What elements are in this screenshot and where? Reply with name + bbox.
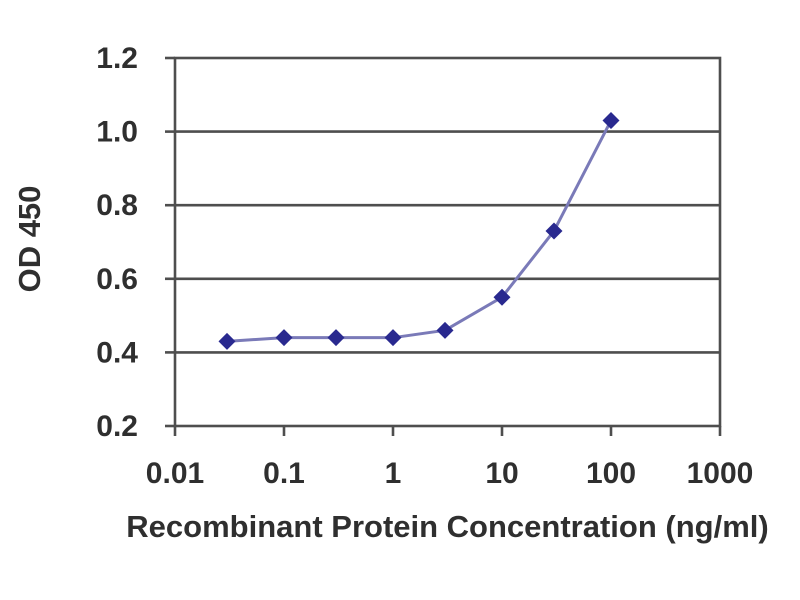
y-tick-label: 0.4 xyxy=(96,336,138,369)
x-tick-label: 1000 xyxy=(687,457,754,490)
y-tick-label: 1.0 xyxy=(96,116,138,149)
x-tick-label: 0.1 xyxy=(263,457,305,490)
plot-border xyxy=(173,56,722,428)
y-tick-label: 0.2 xyxy=(96,410,138,443)
data-point-marker xyxy=(493,288,511,306)
data-point-marker xyxy=(602,112,620,130)
x-tick-label: 10 xyxy=(485,457,518,490)
data-point-marker xyxy=(218,332,236,350)
data-point-marker xyxy=(384,329,402,347)
y-tick-label: 1.2 xyxy=(96,42,138,75)
y-axis-title: OD 450 xyxy=(12,185,47,293)
x-tick-label: 100 xyxy=(586,457,636,490)
data-point-marker xyxy=(275,329,293,347)
data-point-marker xyxy=(545,222,563,240)
x-tick-label: 1 xyxy=(385,457,402,490)
series-line xyxy=(226,119,613,343)
y-tick-label: 0.8 xyxy=(96,189,138,222)
x-axis-title: Recombinant Protein Concentration (ng/ml… xyxy=(126,509,769,544)
data-point-marker xyxy=(436,321,454,339)
data-point-marker xyxy=(327,329,345,347)
x-tick-label: 0.01 xyxy=(146,457,204,490)
y-tick-label: 0.6 xyxy=(96,263,138,296)
